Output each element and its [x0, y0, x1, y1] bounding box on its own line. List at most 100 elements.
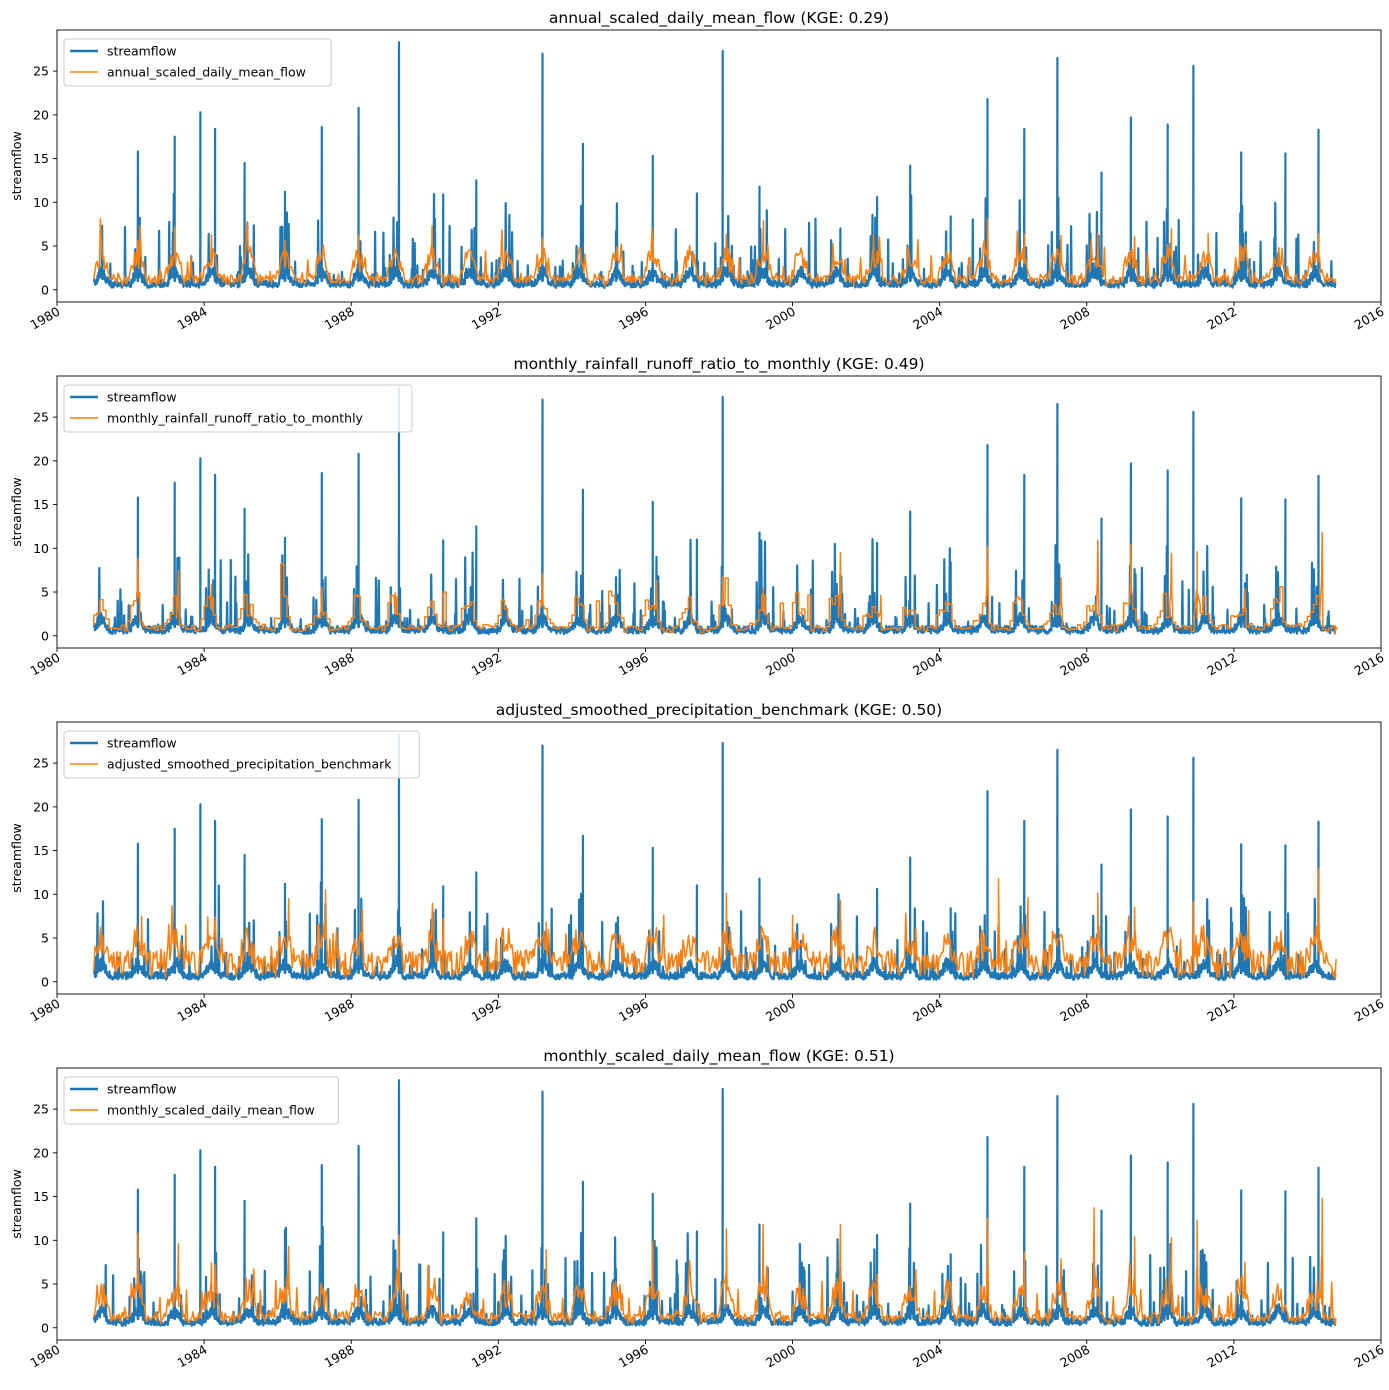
panel-title: adjusted_smoothed_precipitation_benchmar… [496, 701, 942, 720]
y-tick-label: 5 [41, 239, 49, 254]
y-tick-label: 15 [33, 843, 49, 858]
y-tick-label: 10 [33, 887, 49, 902]
y-axis-label: streamflow [9, 131, 24, 201]
x-tick-label: 2012 [1204, 650, 1239, 679]
y-tick-label: 20 [33, 799, 49, 814]
x-tick-label: 1980 [27, 996, 62, 1025]
x-tick-label: 1980 [27, 650, 62, 679]
x-tick-label: 1984 [175, 1342, 210, 1371]
x-tick-label: 1992 [469, 996, 504, 1025]
y-tick-label: 25 [33, 410, 49, 425]
y-tick-label: 10 [33, 541, 49, 556]
x-tick-label: 2012 [1204, 1342, 1239, 1371]
axes-frame [56, 375, 1382, 649]
x-tick-label: 1984 [175, 650, 210, 679]
x-tick-label: 2004 [910, 1342, 945, 1371]
x-tick-label: 1988 [322, 1342, 357, 1371]
y-tick-label: 0 [41, 282, 49, 297]
x-tick-label: 1992 [469, 1342, 504, 1371]
x-tick-label: 1992 [469, 304, 504, 333]
x-tick-label: 2008 [1057, 650, 1092, 679]
legend-label: adjusted_smoothed_precipitation_benchmar… [107, 757, 392, 772]
x-tick-label: 2000 [763, 650, 798, 679]
axes-frame [56, 721, 1382, 995]
legend-label: streamflow [107, 1082, 177, 1097]
series-line-benchmark [93, 867, 1337, 980]
x-tick-label: 1988 [322, 650, 357, 679]
series-line-benchmark [93, 218, 1337, 287]
x-tick-label: 2016 [1351, 1342, 1386, 1371]
x-tick-label: 2000 [763, 996, 798, 1025]
x-tick-label: 2000 [763, 304, 798, 333]
series-line-streamflow [92, 1079, 1337, 1327]
y-tick-label: 5 [41, 1277, 49, 1292]
x-tick-label: 2008 [1057, 304, 1092, 333]
x-tick-label: 1980 [27, 304, 62, 333]
legend: streamflow annual_scaled_daily_mean_flow [63, 38, 332, 87]
legend: streamflow adjusted_smoothed_precipitatio… [63, 730, 420, 779]
axes-frame [56, 1067, 1382, 1341]
legend-label: streamflow [107, 390, 177, 405]
x-tick-label: 2012 [1204, 304, 1239, 333]
x-tick-label: 2000 [763, 1342, 798, 1371]
y-tick-label: 25 [33, 1102, 49, 1117]
y-axis-label: streamflow [9, 1169, 24, 1239]
legend-box [63, 1076, 339, 1125]
panel-4: monthly_scaled_daily_mean_flow (KGE: 0.5… [9, 1047, 1387, 1371]
x-tick-label: 2016 [1351, 996, 1386, 1025]
legend-label: streamflow [107, 736, 177, 751]
legend: streamflow monthly_scaled_daily_mean_flow [63, 1076, 339, 1125]
panel-2: monthly_rainfall_runoff_ratio_to_monthly… [9, 355, 1387, 679]
legend-label: monthly_rainfall_runoff_ratio_to_monthly [107, 411, 364, 426]
y-tick-label: 15 [33, 1189, 49, 1204]
legend-label: annual_scaled_daily_mean_flow [107, 65, 306, 80]
y-tick-label: 10 [33, 195, 49, 210]
panel-title: monthly_scaled_daily_mean_flow (KGE: 0.5… [543, 1047, 894, 1066]
y-tick-label: 15 [33, 497, 49, 512]
x-tick-label: 1992 [469, 650, 504, 679]
legend-label: streamflow [107, 44, 177, 59]
y-axis-label: streamflow [9, 823, 24, 893]
x-tick-label: 2008 [1057, 1342, 1092, 1371]
panel-title: monthly_rainfall_runoff_ratio_to_monthly… [513, 355, 924, 374]
y-tick-label: 25 [33, 64, 49, 79]
x-tick-label: 1988 [322, 304, 357, 333]
panel-1: annual_scaled_daily_mean_flow (KGE: 0.29… [9, 9, 1387, 333]
x-tick-label: 1996 [616, 650, 651, 679]
x-tick-label: 2016 [1351, 304, 1386, 333]
y-tick-label: 0 [41, 974, 49, 989]
y-tick-label: 10 [33, 1233, 49, 1248]
y-tick-label: 20 [33, 1145, 49, 1160]
series-line-benchmark [93, 1197, 1337, 1326]
legend-box [63, 730, 420, 779]
y-tick-label: 0 [41, 1320, 49, 1335]
series-line-streamflow [92, 41, 1337, 290]
panel-title: annual_scaled_daily_mean_flow (KGE: 0.29… [549, 9, 889, 28]
x-tick-label: 2012 [1204, 996, 1239, 1025]
series-line-benchmark [93, 531, 1339, 635]
y-tick-label: 5 [41, 585, 49, 600]
legend: streamflow monthly_rainfall_runoff_ratio_… [63, 384, 413, 433]
legend-label: monthly_scaled_daily_mean_flow [107, 1103, 315, 1118]
legend-box [63, 38, 332, 87]
y-tick-label: 15 [33, 151, 49, 166]
x-tick-label: 2016 [1351, 650, 1386, 679]
panel-3: adjusted_smoothed_precipitation_benchmar… [9, 701, 1387, 1025]
x-tick-label: 1988 [322, 996, 357, 1025]
legend-box [63, 384, 413, 433]
x-tick-label: 2008 [1057, 996, 1092, 1025]
x-tick-label: 2004 [910, 996, 945, 1025]
x-tick-label: 1996 [616, 304, 651, 333]
x-tick-label: 1996 [616, 1342, 651, 1371]
y-tick-label: 20 [33, 453, 49, 468]
axes-frame [56, 29, 1382, 303]
x-tick-label: 2004 [910, 650, 945, 679]
y-tick-label: 20 [33, 107, 49, 122]
x-tick-label: 2004 [910, 304, 945, 333]
y-tick-label: 0 [41, 628, 49, 643]
x-tick-label: 1996 [616, 996, 651, 1025]
y-tick-label: 5 [41, 931, 49, 946]
y-tick-label: 25 [33, 756, 49, 771]
y-axis-label: streamflow [9, 477, 24, 547]
